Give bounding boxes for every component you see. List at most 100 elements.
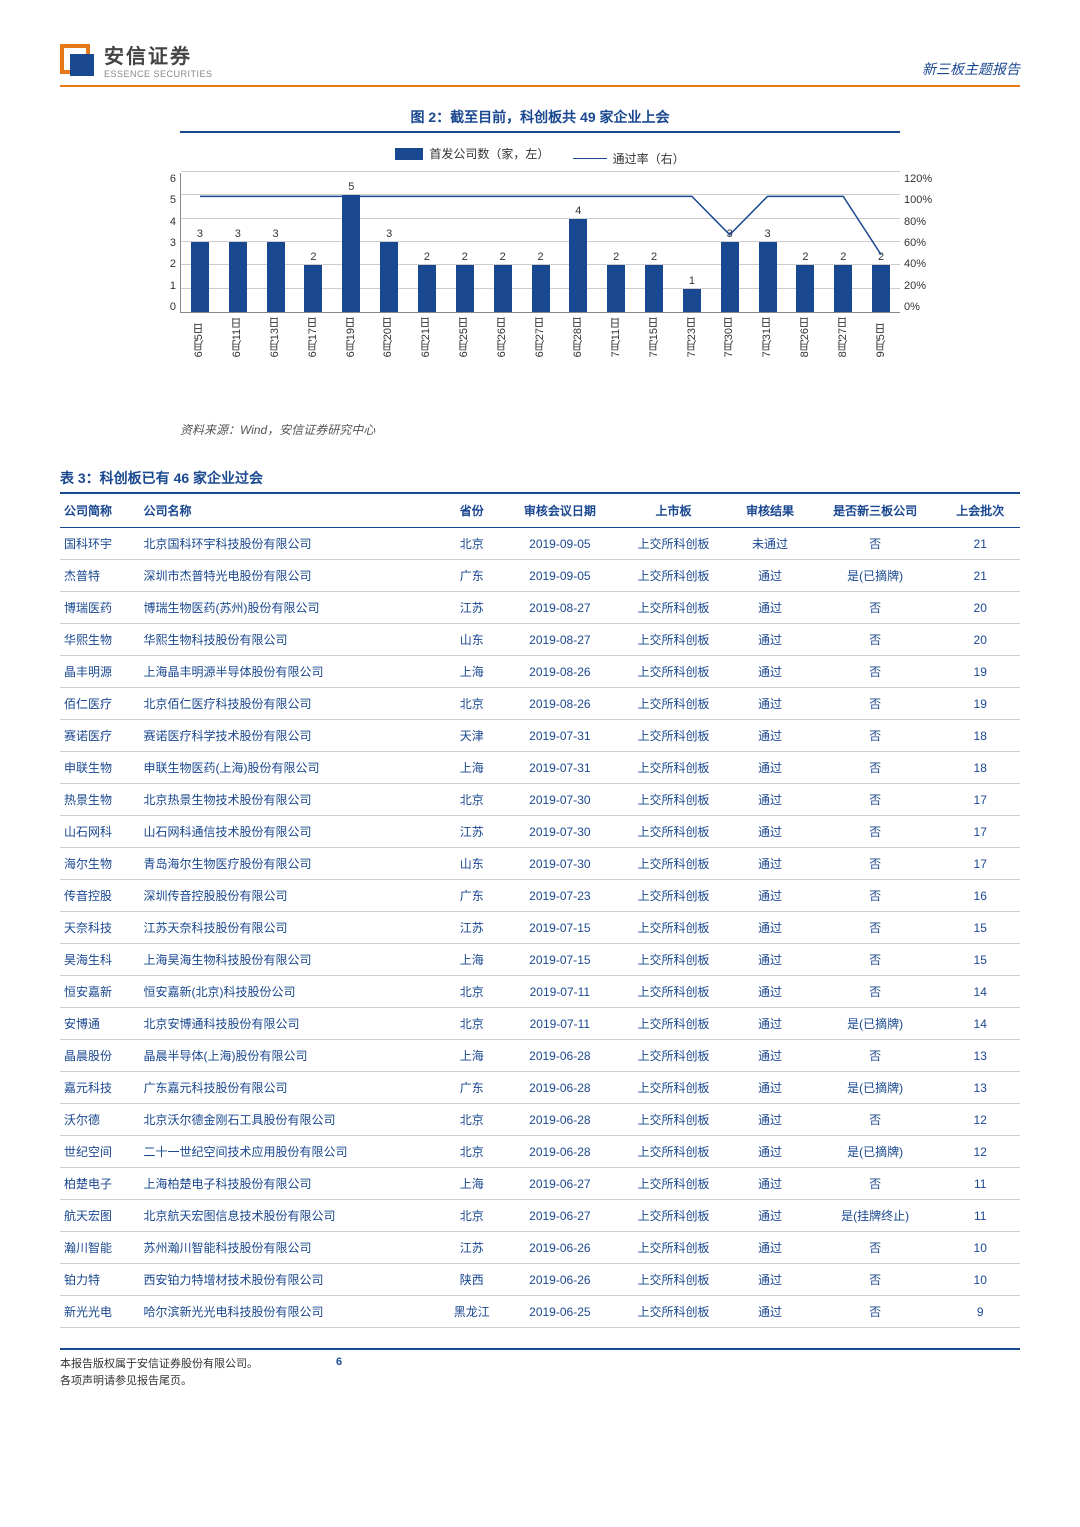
table-cell: 否 bbox=[810, 1168, 941, 1200]
table-cell: 山东 bbox=[441, 848, 503, 880]
table-cell: 通过 bbox=[730, 720, 810, 752]
table-cell: 通过 bbox=[730, 816, 810, 848]
table-cell: 通过 bbox=[730, 592, 810, 624]
bar-column: 1 bbox=[673, 275, 711, 312]
table-cell: 是(已摘牌) bbox=[810, 1136, 941, 1168]
bar-value-label: 3 bbox=[765, 228, 771, 240]
table-header-cell: 公司名称 bbox=[140, 494, 441, 528]
table-cell: 是(挂牌终止) bbox=[810, 1200, 941, 1232]
table-header-cell: 省份 bbox=[441, 494, 503, 528]
table-cell: 通过 bbox=[730, 1296, 810, 1328]
table-cell: 通过 bbox=[730, 624, 810, 656]
table-cell: 热景生物 bbox=[60, 784, 140, 816]
bar bbox=[834, 265, 852, 312]
figure-source: 资料来源：Wind，安信证券研究中心 bbox=[180, 421, 900, 438]
table-cell: 江苏 bbox=[441, 816, 503, 848]
table-row: 赛诺医疗赛诺医疗科学技术股份有限公司天津2019-07-31上交所科创板通过否1… bbox=[60, 720, 1020, 752]
table-cell: 昊海生科 bbox=[60, 944, 140, 976]
table-header-cell: 上市板 bbox=[617, 494, 731, 528]
table-cell: 赛诺医疗科学技术股份有限公司 bbox=[140, 720, 441, 752]
table-cell: 否 bbox=[810, 656, 941, 688]
table-cell: 9 bbox=[940, 1296, 1020, 1328]
y-left-tick: 4 bbox=[152, 216, 176, 228]
table-row: 昊海生科上海昊海生物科技股份有限公司上海2019-07-15上交所科创板通过否1… bbox=[60, 944, 1020, 976]
table-cell: 通过 bbox=[730, 1200, 810, 1232]
table-cell: 是(已摘牌) bbox=[810, 1008, 941, 1040]
bar-value-label: 2 bbox=[840, 251, 846, 263]
header-subtitle: 新三板主题报告 bbox=[922, 59, 1020, 79]
table-cell: 江苏 bbox=[441, 1232, 503, 1264]
table-cell: 上交所科创板 bbox=[617, 880, 731, 912]
table-cell: 上交所科创板 bbox=[617, 656, 731, 688]
table-cell: 山石网科 bbox=[60, 816, 140, 848]
table-cell: 恒安嘉新 bbox=[60, 976, 140, 1008]
bar-value-label: 3 bbox=[727, 228, 733, 240]
bar bbox=[304, 265, 322, 312]
table-cell: 博瑞医药 bbox=[60, 592, 140, 624]
table-cell: 2019-07-30 bbox=[503, 816, 617, 848]
table-cell: 江苏天奈科技股份有限公司 bbox=[140, 912, 441, 944]
table-cell: 上海晶丰明源半导体股份有限公司 bbox=[140, 656, 441, 688]
table-cell: 2019-08-27 bbox=[503, 624, 617, 656]
table-cell: 嘉元科技 bbox=[60, 1072, 140, 1104]
table-cell: 2019-07-15 bbox=[503, 912, 617, 944]
table-cell: 通过 bbox=[730, 1136, 810, 1168]
bar-column: 3 bbox=[370, 228, 408, 312]
y-axis-left: 0123456 bbox=[152, 173, 176, 313]
bar-column: 3 bbox=[181, 228, 219, 312]
table-row: 晶晨股份晶晨半导体(上海)股份有限公司上海2019-06-28上交所科创板通过否… bbox=[60, 1040, 1020, 1072]
table-cell: 北京安博通科技股份有限公司 bbox=[140, 1008, 441, 1040]
table-row: 沃尔德北京沃尔德金刚石工具股份有限公司北京2019-06-28上交所科创板通过否… bbox=[60, 1104, 1020, 1136]
table-cell: 杰普特 bbox=[60, 560, 140, 592]
y-right-tick: 120% bbox=[904, 173, 944, 185]
table-cell: 20 bbox=[940, 624, 1020, 656]
table-cell: 21 bbox=[940, 528, 1020, 560]
table-cell: 上交所科创板 bbox=[617, 720, 731, 752]
table-row: 世纪空间二十一世纪空间技术应用股份有限公司北京2019-06-28上交所科创板通… bbox=[60, 1136, 1020, 1168]
logo-icon bbox=[60, 42, 96, 78]
table-cell: 否 bbox=[810, 1040, 941, 1072]
figure-title: 图 2：截至目前，科创板共 49 家企业上会 bbox=[180, 107, 900, 133]
table-cell: 赛诺医疗 bbox=[60, 720, 140, 752]
table-cell: 10 bbox=[940, 1232, 1020, 1264]
bar-value-label: 3 bbox=[273, 228, 279, 240]
x-tick-label: 7月30日 bbox=[721, 317, 737, 357]
table-cell: 上交所科创板 bbox=[617, 1008, 731, 1040]
table-cell: 12 bbox=[940, 1136, 1020, 1168]
table-cell: 二十一世纪空间技术应用股份有限公司 bbox=[140, 1136, 441, 1168]
table-cell: 14 bbox=[940, 976, 1020, 1008]
bar-value-label: 1 bbox=[689, 275, 695, 287]
table-cell: 国科环宇 bbox=[60, 528, 140, 560]
table-cell: 2019-09-05 bbox=[503, 560, 617, 592]
table-cell: 2019-08-26 bbox=[503, 688, 617, 720]
table-cell: 2019-07-30 bbox=[503, 848, 617, 880]
table-cell: 2019-07-15 bbox=[503, 944, 617, 976]
bar-column: 3 bbox=[257, 228, 295, 312]
page-number: 6 bbox=[336, 1356, 342, 1368]
x-tick-label: 6月5日 bbox=[191, 317, 207, 357]
table-cell: 2019-09-05 bbox=[503, 528, 617, 560]
y-left-tick: 2 bbox=[152, 258, 176, 270]
table-cell: 上海 bbox=[441, 1168, 503, 1200]
table-title: 表 3：科创板已有 46 家企业过会 bbox=[60, 468, 1020, 494]
table-cell: 陕西 bbox=[441, 1264, 503, 1296]
grid-line bbox=[181, 171, 900, 172]
table-cell: 是(已摘牌) bbox=[810, 1072, 941, 1104]
bar-value-label: 4 bbox=[575, 205, 581, 217]
table-cell: 11 bbox=[940, 1200, 1020, 1232]
table-cell: 通过 bbox=[730, 880, 810, 912]
x-tick-label: 6月26日 bbox=[494, 317, 510, 357]
chart-container: 首发公司数（家，左） 通过率（右） 0123456 0%20%40%60%80%… bbox=[180, 145, 900, 413]
table-cell: 20 bbox=[940, 592, 1020, 624]
bar bbox=[759, 242, 777, 312]
table-cell: 上海 bbox=[441, 944, 503, 976]
table-cell: 安博通 bbox=[60, 1008, 140, 1040]
y-left-tick: 6 bbox=[152, 173, 176, 185]
table-cell: 晶晨半导体(上海)股份有限公司 bbox=[140, 1040, 441, 1072]
bar-column: 2 bbox=[597, 251, 635, 312]
table-row: 博瑞医药博瑞生物医药(苏州)股份有限公司江苏2019-08-27上交所科创板通过… bbox=[60, 592, 1020, 624]
table-cell: 否 bbox=[810, 944, 941, 976]
table-cell: 13 bbox=[940, 1040, 1020, 1072]
table-cell: 传音控股 bbox=[60, 880, 140, 912]
table-cell: 上交所科创板 bbox=[617, 976, 731, 1008]
